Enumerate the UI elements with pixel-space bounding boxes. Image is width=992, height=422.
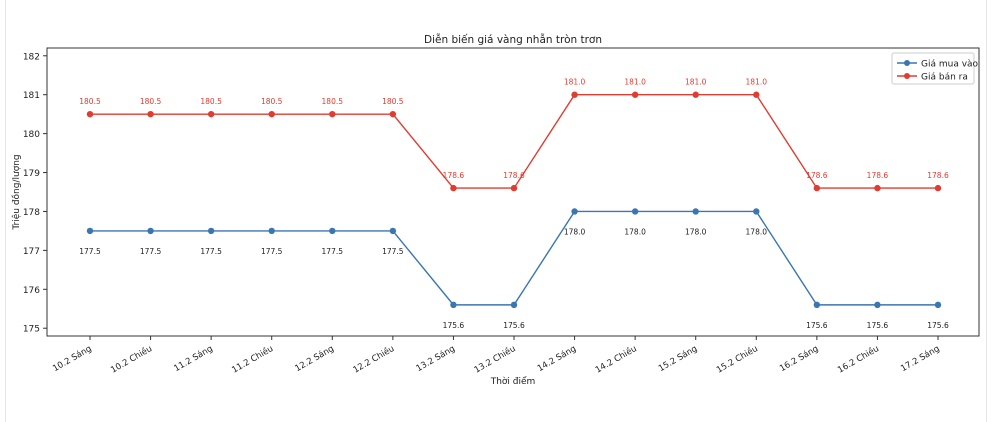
legend: Giá mua vào Giá bán ra — [891, 52, 979, 85]
data-point — [934, 184, 942, 192]
data-point — [934, 301, 942, 309]
figure-frame — [5, 0, 987, 422]
x-tick-label: 14.2 Sáng — [536, 344, 578, 374]
x-tick-label: 13.2 Sáng — [415, 344, 457, 374]
plot-area — [46, 47, 980, 337]
data-point — [692, 208, 699, 215]
data-label: 180.5 — [322, 97, 344, 106]
chart-title: Diễn biến giá vàng nhẫn tròn trơn — [424, 33, 602, 46]
y-tick-label: 175 — [23, 325, 40, 335]
data-label: 177.5 — [261, 247, 283, 256]
data-point — [268, 110, 275, 118]
x-tick-label: 10.2 Sáng — [51, 344, 93, 374]
x-tick-label: 14.2 Chiều — [593, 343, 638, 375]
data-point — [753, 208, 760, 215]
x-tick-label: 17.2 Sáng — [899, 344, 941, 374]
data-label: 178.6 — [867, 171, 889, 180]
data-point — [147, 110, 154, 118]
x-axis-label: Thời điểm — [490, 376, 536, 387]
data-label: 177.5 — [200, 247, 222, 256]
y-tick-label: 179 — [23, 169, 40, 179]
legend-marker — [904, 60, 910, 66]
data-label: 178.6 — [503, 171, 525, 180]
y-tick-label: 180 — [23, 130, 40, 140]
data-point — [450, 301, 457, 309]
data-point — [631, 91, 639, 98]
data-label: 175.6 — [503, 321, 525, 330]
y-axis-label: Triệu đồng/lượng — [11, 154, 22, 230]
data-point — [813, 184, 821, 192]
x-tick-label: 11.2 Sáng — [172, 344, 214, 374]
data-point — [86, 227, 94, 235]
x-tick-label: 15.2 Sáng — [657, 344, 699, 374]
y-tick-label: 176 — [23, 286, 40, 296]
y-tick-label: 182 — [23, 52, 40, 62]
x-tick-label: 12.2 Chiều — [351, 343, 396, 375]
data-label: 177.5 — [79, 247, 101, 256]
data-label: 175.6 — [443, 321, 465, 330]
series-line — [90, 210, 938, 306]
data-label: 181.0 — [685, 78, 707, 87]
legend-label: Giá bán ra — [921, 73, 968, 83]
data-label: 175.6 — [927, 321, 949, 330]
data-point — [631, 208, 639, 215]
x-tick-label: 10.2 Chiều — [109, 343, 154, 375]
data-label: 177.5 — [322, 247, 344, 256]
data-point — [389, 110, 397, 118]
data-label: 178.6 — [927, 171, 949, 180]
data-point — [571, 91, 578, 98]
data-label: 180.5 — [140, 97, 162, 106]
data-label: 180.5 — [382, 97, 404, 106]
data-point — [389, 227, 397, 235]
data-label: 178.0 — [746, 227, 768, 236]
data-point — [753, 91, 760, 98]
data-point — [207, 227, 215, 235]
data-point — [207, 110, 215, 118]
data-point — [329, 227, 336, 235]
data-label: 181.0 — [564, 78, 586, 87]
y-tick-label: 181 — [23, 91, 40, 101]
y-tick-label: 178 — [23, 208, 40, 218]
data-label: 181.0 — [624, 78, 646, 87]
x-tick-label: 15.2 Chiều — [715, 343, 760, 375]
series-buy: 177.5 177.5 177.5 177.5 177.5 177.5 175.6 175.6… — [79, 208, 949, 330]
data-point — [510, 184, 518, 192]
data-label: 178.0 — [685, 227, 707, 236]
data-point — [147, 227, 154, 235]
data-label: 178.0 — [624, 227, 646, 236]
data-point — [874, 301, 881, 309]
data-label: 181.0 — [746, 78, 768, 87]
data-point — [874, 184, 881, 192]
data-label: 180.5 — [200, 97, 222, 106]
data-point — [571, 208, 578, 215]
data-point — [450, 184, 457, 192]
series-sell: 180.5 180.5 180.5 180.5 180.5 180.5 178.6 178.6… — [79, 78, 949, 192]
y-tick-label: 177 — [23, 247, 40, 257]
data-label: 177.5 — [382, 247, 404, 256]
x-tick-label: 11.2 Chiều — [230, 343, 275, 375]
data-label: 180.5 — [79, 97, 101, 106]
data-point — [268, 227, 275, 235]
x-tick-label: 16.2 Chiều — [836, 343, 881, 375]
data-point — [510, 301, 518, 309]
data-point — [692, 91, 699, 98]
data-point — [86, 110, 94, 118]
data-label: 177.5 — [140, 247, 162, 256]
data-label: 178.6 — [806, 171, 828, 180]
data-label: 180.5 — [261, 97, 283, 106]
data-point — [813, 301, 821, 309]
legend-marker — [904, 73, 910, 79]
data-point — [329, 110, 336, 118]
data-label: 175.6 — [806, 321, 828, 330]
data-label: 175.6 — [867, 321, 889, 330]
legend-label: Giá mua vào — [921, 60, 979, 70]
x-tick-label: 13.2 Chiều — [472, 343, 517, 375]
x-tick-label: 16.2 Sáng — [778, 344, 820, 374]
data-label: 178.6 — [443, 171, 465, 180]
data-label: 178.0 — [564, 227, 586, 236]
x-tick-label: 12.2 Sáng — [294, 344, 336, 374]
